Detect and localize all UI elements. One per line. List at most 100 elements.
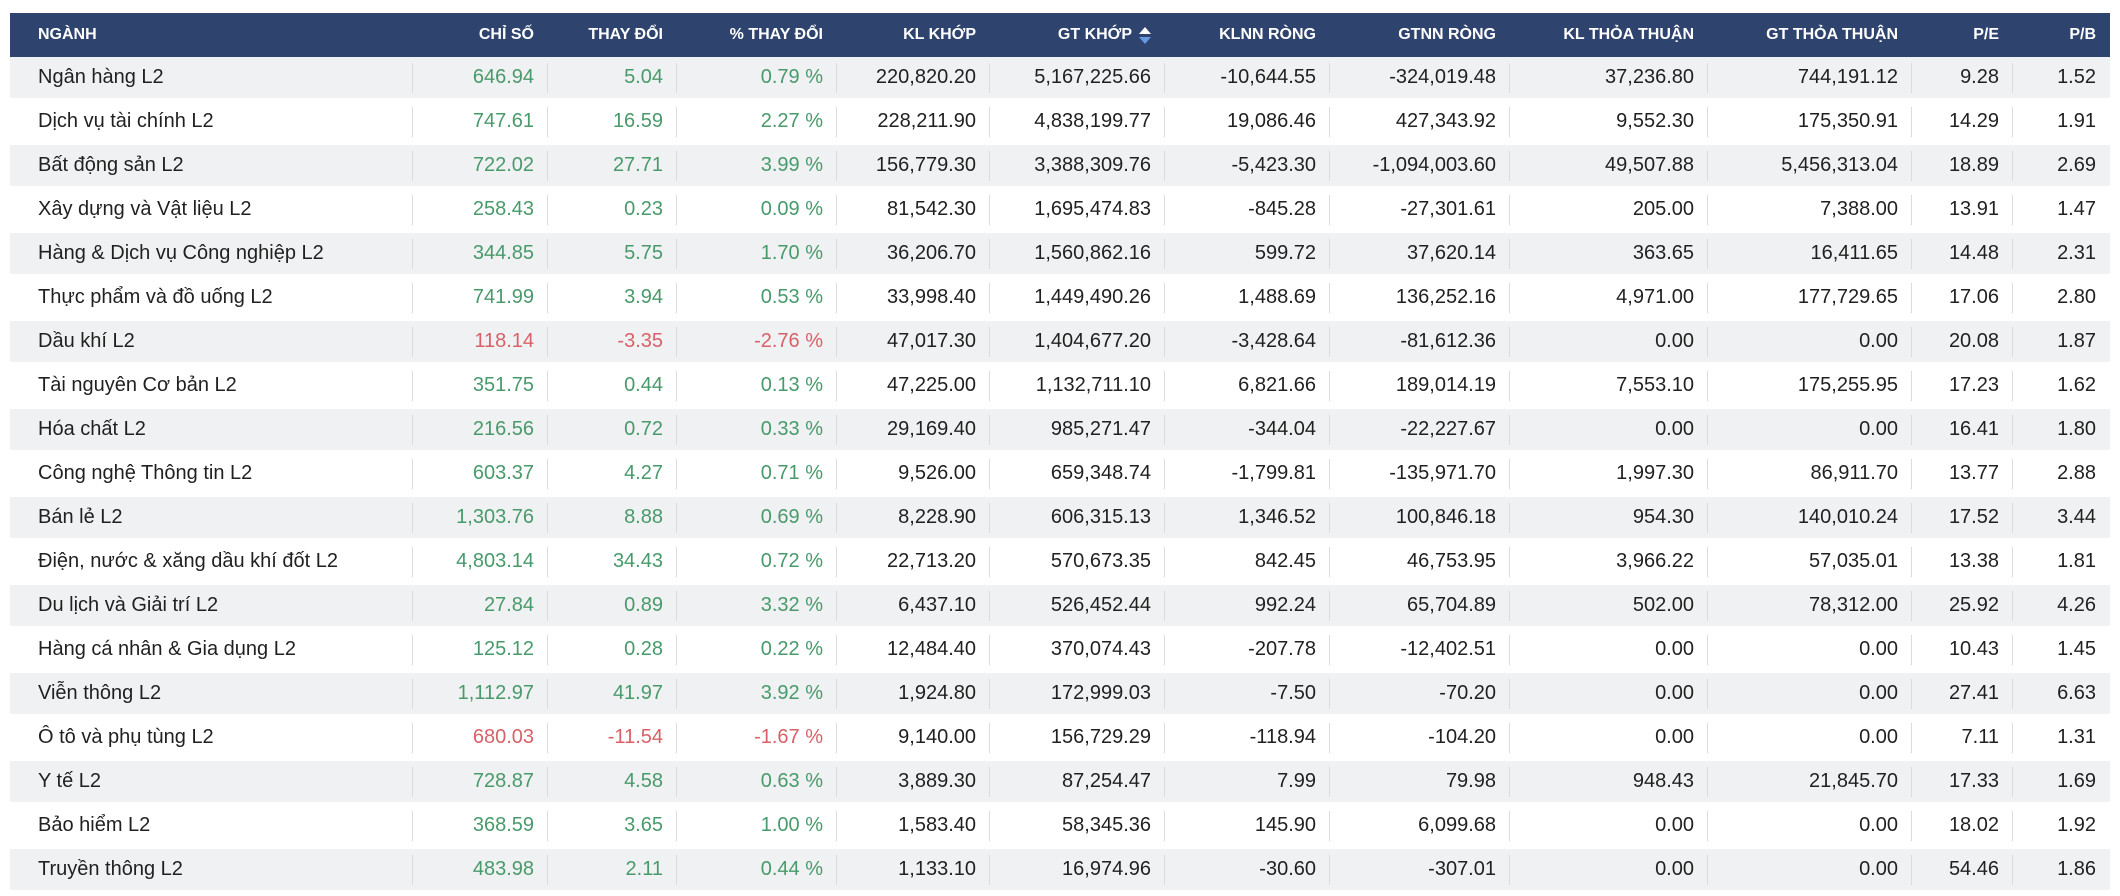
table-row[interactable]: Hóa chất L2 216.56 0.72 0.33 % 29,169.40 985,…: [10, 407, 2110, 453]
column-header-label: CHỈ SỐ: [478, 26, 534, 43]
gt-thoa-thuan-cell: 177,729.65: [1708, 275, 1912, 321]
column-header-thay-doi[interactable]: THAY ĐỔI: [548, 13, 677, 57]
gt-khop-cell: 156,729.29: [990, 715, 1165, 761]
table-row[interactable]: Truyền thông L2 483.98 2.11 0.44 % 1,133.10 1…: [10, 847, 2110, 893]
table-row[interactable]: Bảo hiểm L2 368.59 3.65 1.00 % 1,583.40 58,34…: [10, 803, 2110, 849]
chi-so-cell: 1,112.97: [413, 671, 548, 717]
chi-so-cell: 258.43: [413, 187, 548, 233]
column-header-sector[interactable]: NGÀNH: [10, 13, 413, 57]
column-header-chi-so[interactable]: CHỈ SỐ: [413, 13, 548, 57]
kl-thoa-thuan-cell: 7,553.10: [1510, 363, 1708, 409]
pct-thay-doi-cell: 1.00 %: [677, 803, 837, 849]
pct-thay-doi-cell: 0.79 %: [677, 57, 837, 101]
pct-thay-doi-cell: 0.63 %: [677, 759, 837, 805]
pe-cell: 18.89: [1912, 143, 2013, 189]
column-header-label: KLNN RÒNG: [1219, 26, 1316, 43]
gt-khop-cell: 985,271.47: [990, 407, 1165, 453]
column-header-label: P/B: [2069, 26, 2096, 43]
chi-so-cell: 368.59: [413, 803, 548, 849]
klnn-rong-cell: -3,428.64: [1165, 319, 1330, 365]
column-header-kl-khop[interactable]: KL KHỚP: [837, 13, 990, 57]
table-row[interactable]: Dầu khí L2 118.14 -3.35 -2.76 % 47,017.30 1,4…: [10, 319, 2110, 365]
gt-thoa-thuan-cell: 7,388.00: [1708, 187, 1912, 233]
kl-thoa-thuan-cell: 0.00: [1510, 803, 1708, 849]
column-header-gtnn-rong[interactable]: GTNN RÒNG: [1330, 13, 1510, 57]
gt-thoa-thuan-cell: 175,255.95: [1708, 363, 1912, 409]
gtnn-rong-cell: -324,019.48: [1330, 57, 1510, 101]
table-row[interactable]: Ngân hàng L2 646.94 5.04 0.79 % 220,820.20 5,…: [10, 57, 2110, 101]
table-row[interactable]: Du lịch và Giải trí L2 27.84 0.89 3.32 % 6,4…: [10, 583, 2110, 629]
column-header-pe[interactable]: P/E: [1912, 13, 2013, 57]
chi-so-cell: 483.98: [413, 847, 548, 893]
gt-thoa-thuan-cell: 78,312.00: [1708, 583, 1912, 629]
column-header-label: KL KHỚP: [903, 26, 976, 43]
kl-khop-cell: 3,889.30: [837, 759, 990, 805]
table-row[interactable]: Ô tô và phụ tùng L2 680.03 -11.54 -1.67 % 9,…: [10, 715, 2110, 761]
chi-so-cell: 722.02: [413, 143, 548, 189]
gt-khop-cell: 606,315.13: [990, 495, 1165, 541]
gt-khop-cell: 4,838,199.77: [990, 99, 1165, 145]
kl-khop-cell: 156,779.30: [837, 143, 990, 189]
table-row[interactable]: Tài nguyên Cơ bản L2 351.75 0.44 0.13 % 47,2…: [10, 363, 2110, 409]
klnn-rong-cell: 842.45: [1165, 539, 1330, 585]
pe-cell: 14.48: [1912, 231, 2013, 277]
column-header-pct-thay-doi[interactable]: % THAY ĐỔI: [677, 13, 837, 57]
klnn-rong-cell: 19,086.46: [1165, 99, 1330, 145]
kl-thoa-thuan-cell: 3,966.22: [1510, 539, 1708, 585]
pb-cell: 1.91: [2013, 99, 2110, 145]
pe-cell: 25.92: [1912, 583, 2013, 629]
gt-khop-cell: 172,999.03: [990, 671, 1165, 717]
kl-thoa-thuan-cell: 948.43: [1510, 759, 1708, 805]
table-row[interactable]: Bán lẻ L2 1,303.76 8.88 0.69 % 8,228.90 606,3…: [10, 495, 2110, 541]
column-header-klnn-rong[interactable]: KLNN RÒNG: [1165, 13, 1330, 57]
gtnn-rong-cell: -27,301.61: [1330, 187, 1510, 233]
sector-name-cell: Thực phẩm và đồ uống L2: [10, 275, 413, 321]
kl-khop-cell: 220,820.20: [837, 57, 990, 101]
pct-thay-doi-cell: 0.09 %: [677, 187, 837, 233]
table-row[interactable]: Công nghệ Thông tin L2 603.37 4.27 0.71 % 9,…: [10, 451, 2110, 497]
column-header-pb[interactable]: P/B: [2013, 13, 2110, 57]
table-row[interactable]: Xây dựng và Vật liệu L2 258.43 0.23 0.09 % 8…: [10, 187, 2110, 233]
kl-khop-cell: 9,526.00: [837, 451, 990, 497]
sector-name-cell: Hàng & Dịch vụ Công nghiệp L2: [10, 231, 413, 277]
gtnn-rong-cell: 136,252.16: [1330, 275, 1510, 321]
table-row[interactable]: Bất động sản L2 722.02 27.71 3.99 % 156,779.…: [10, 143, 2110, 189]
column-header-gt-thoa-thuan[interactable]: GT THỎA THUẬN: [1708, 13, 1912, 57]
kl-khop-cell: 9,140.00: [837, 715, 990, 761]
pe-cell: 20.08: [1912, 319, 2013, 365]
table-row[interactable]: Hàng & Dịch vụ Công nghiệp L2 344.85 5.75 1…: [10, 231, 2110, 277]
kl-khop-cell: 36,206.70: [837, 231, 990, 277]
kl-khop-cell: 12,484.40: [837, 627, 990, 673]
table-row[interactable]: Y tế L2 728.87 4.58 0.63 % 3,889.30 87,254.47…: [10, 759, 2110, 805]
kl-thoa-thuan-cell: 0.00: [1510, 319, 1708, 365]
gtnn-rong-cell: 65,704.89: [1330, 583, 1510, 629]
table-row[interactable]: Viễn thông L2 1,112.97 41.97 3.92 % 1,924.80…: [10, 671, 2110, 717]
table-row[interactable]: Hàng cá nhân & Gia dụng L2 125.12 0.28 0.22…: [10, 627, 2110, 673]
pct-thay-doi-cell: 3.32 %: [677, 583, 837, 629]
sector-name-cell: Bán lẻ L2: [10, 495, 413, 541]
table-row[interactable]: Điện, nước & xăng dầu khí đốt L2 4,803.14…: [10, 539, 2110, 585]
kl-thoa-thuan-cell: 9,552.30: [1510, 99, 1708, 145]
kl-khop-cell: 29,169.40: [837, 407, 990, 453]
gt-khop-cell: 1,695,474.83: [990, 187, 1165, 233]
pe-cell: 13.77: [1912, 451, 2013, 497]
pb-cell: 1.52: [2013, 57, 2110, 101]
sector-name-cell: Du lịch và Giải trí L2: [10, 583, 413, 629]
pct-thay-doi-cell: 3.99 %: [677, 143, 837, 189]
klnn-rong-cell: 1,488.69: [1165, 275, 1330, 321]
column-header-gt-khop[interactable]: GT KHỚP: [990, 13, 1165, 57]
gt-khop-cell: 3,388,309.76: [990, 143, 1165, 189]
klnn-rong-cell: 145.90: [1165, 803, 1330, 849]
column-header-kl-thoa-thuan[interactable]: KL THỎA THUẬN: [1510, 13, 1708, 57]
pb-cell: 1.45: [2013, 627, 2110, 673]
klnn-rong-cell: -118.94: [1165, 715, 1330, 761]
klnn-rong-cell: 1,346.52: [1165, 495, 1330, 541]
kl-khop-cell: 1,924.80: [837, 671, 990, 717]
pb-cell: 2.31: [2013, 231, 2110, 277]
table-row[interactable]: Thực phẩm và đồ uống L2 741.99 3.94 0.53 % 3…: [10, 275, 2110, 321]
gtnn-rong-cell: 46,753.95: [1330, 539, 1510, 585]
table-row[interactable]: Dịch vụ tài chính L2 747.61 16.59 2.27 % 228…: [10, 99, 2110, 145]
column-header-label: P/E: [1973, 26, 1999, 43]
chi-so-cell: 1,303.76: [413, 495, 548, 541]
sort-desc-icon: [1139, 26, 1151, 44]
